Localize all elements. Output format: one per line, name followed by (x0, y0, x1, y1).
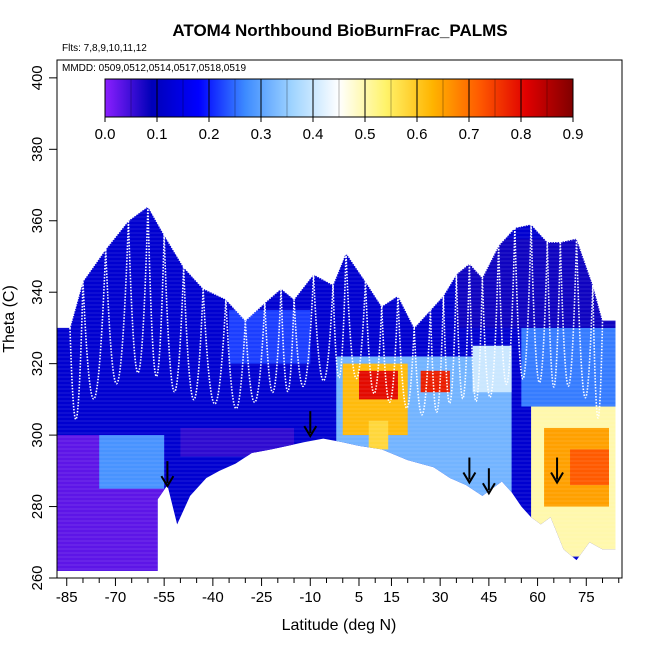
profile-arrows (160, 411, 564, 496)
colorbar-ticks: 0.0 0.1 0.2 0.3 0.4 0.5 0.6 0.7 0.8 0.9 (95, 79, 584, 143)
colorbar-tick-label: 0.6 (407, 126, 428, 143)
profile-arrow-head (550, 472, 564, 485)
y-tick-label: 380 (29, 137, 46, 162)
y-tick-label: 260 (29, 565, 46, 590)
flights-label: Flts: 7,8,9,10,11,12 (62, 43, 147, 54)
x-tick-label: -70 (105, 589, 127, 606)
heatmap-data-layer (57, 205, 616, 571)
x-axis-label: Latitude (deg N) (282, 617, 397, 634)
y-tick-label: 300 (29, 423, 46, 448)
colorbar-tick-label: 0.2 (199, 126, 220, 143)
profile-arrow-head (482, 482, 496, 496)
x-tick-label: 15 (383, 589, 400, 606)
y-axis-label: Theta (C) (1, 285, 18, 353)
colorbar-tick-label: 0.4 (303, 126, 324, 143)
y-tick-label: 280 (29, 494, 46, 519)
colorbar-tick-label: 0.3 (251, 126, 272, 143)
x-tick-label: 75 (578, 589, 595, 606)
x-tick-label: 45 (481, 589, 498, 606)
y-tick-label: 360 (29, 208, 46, 233)
chart-title: ATOM4 Northbound BioBurnFrac_PALMS (172, 21, 507, 40)
colorbar-tick-label: 0.0 (95, 126, 116, 143)
colorbar-tick-label: 0.1 (147, 126, 168, 143)
profile-arrow-head (160, 475, 175, 489)
colorbar-tick-label: 0.5 (355, 126, 376, 143)
colorbar-tick-label: 0.8 (511, 126, 532, 143)
colorbar: 0.0 0.1 0.2 0.3 0.4 0.5 0.6 0.7 0.8 0.9 (95, 78, 584, 143)
dates-label: MMDD: 0509,0512,0514,0517,0518,0519 (62, 63, 246, 74)
colorbar-tick-label: 0.9 (563, 126, 584, 143)
profile-arrow-head (462, 472, 477, 485)
x-tick-label: -85 (56, 589, 78, 606)
x-tick-label: -55 (153, 589, 175, 606)
x-tick-label: -10 (299, 589, 321, 606)
x-tick-label: 30 (432, 589, 449, 606)
x-tick-label: 60 (529, 589, 546, 606)
flight-profile-trace (69, 206, 604, 421)
y-tick-label: 400 (29, 65, 46, 90)
profile-arrow-head (303, 425, 318, 439)
x-tick-label: -40 (202, 589, 224, 606)
y-tick-label: 340 (29, 280, 46, 305)
y-tick-label: 320 (29, 351, 46, 376)
x-axis: -85 -70 -55 -40 -25 -10 5 15 30 45 60 75 (56, 577, 622, 606)
flight-profiles (69, 205, 604, 421)
y-axis: 260 280 300 320 340 360 380 400 (29, 65, 57, 591)
x-tick-label: 5 (355, 589, 363, 606)
x-tick-label: -25 (251, 589, 273, 606)
colorbar-tick-label: 0.7 (459, 126, 480, 143)
